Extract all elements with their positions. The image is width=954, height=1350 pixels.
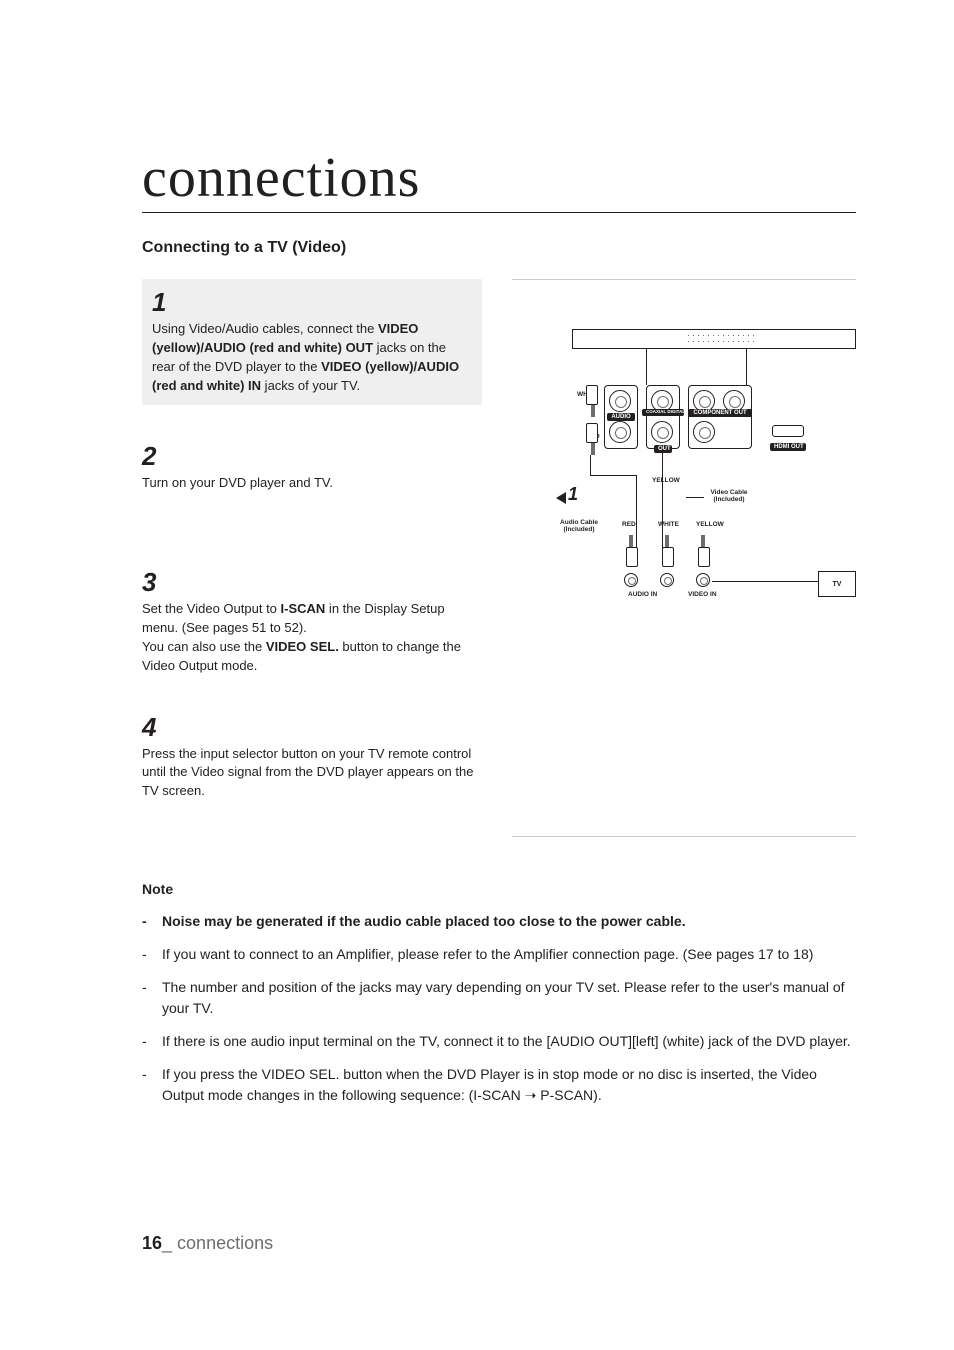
- step-num: 4: [142, 712, 482, 743]
- notes-section: Note - Noise may be generated if the aud…: [142, 881, 856, 1106]
- dash-icon: -: [142, 977, 152, 1019]
- label-coax: COAXIAL DIGITAL OUT: [642, 409, 684, 416]
- wire-audio-h: [590, 475, 636, 476]
- footer-sep: _: [162, 1233, 172, 1253]
- tv-jack-red: [624, 573, 638, 587]
- steps-column: 1 Using Video/Audio cables, connect the …: [142, 279, 482, 837]
- note-item: - The number and position of the jacks m…: [142, 977, 856, 1019]
- text: Audio Cable: [560, 519, 598, 526]
- dash-icon: -: [142, 1031, 152, 1052]
- label-video-in: VIDEO IN: [688, 591, 717, 598]
- note-item: - If there is one audio input terminal o…: [142, 1031, 856, 1052]
- diagram-column: AUDIO WHITE RED COAXIAL DIGITAL OUT OUT: [512, 279, 856, 837]
- dash-icon: -: [142, 1064, 152, 1106]
- hdmi-port: [772, 425, 804, 437]
- step-num: 1: [152, 287, 472, 318]
- note-text: The number and position of the jacks may…: [162, 977, 856, 1019]
- wire-audio: [590, 455, 591, 475]
- connection-diagram: AUDIO WHITE RED COAXIAL DIGITAL OUT OUT: [546, 329, 856, 639]
- wire: [746, 349, 747, 385]
- page-number: 16: [142, 1233, 162, 1253]
- plug-red: [588, 421, 598, 455]
- leader: [686, 497, 704, 498]
- label-yellow2: YELLOW: [696, 521, 724, 528]
- plug-tv-yellow: [698, 535, 708, 569]
- jack-red: [609, 421, 631, 443]
- component-out-group: [688, 385, 752, 449]
- step-num: 3: [142, 567, 482, 598]
- wire: [646, 349, 647, 385]
- tv-icon: TV: [818, 571, 856, 597]
- note-text: If you want to connect to an Amplifier, …: [162, 944, 856, 965]
- label-audio: AUDIO: [607, 413, 635, 421]
- label-audio-in: AUDIO IN: [628, 591, 657, 598]
- label-red2: RED: [622, 521, 636, 528]
- step-2: 2 Turn on your DVD player and TV.: [142, 441, 482, 493]
- plug-white: [588, 383, 598, 417]
- label-yellow: YELLOW: [652, 477, 680, 484]
- text: Video Cable: [710, 489, 747, 496]
- plug-tv-red: [626, 535, 636, 569]
- section-title: Connecting to a TV (Video): [142, 239, 856, 257]
- dvd-rear-panel: [572, 329, 856, 349]
- step-body: Turn on your DVD player and TV.: [142, 474, 482, 493]
- dash-icon: -: [142, 911, 152, 932]
- label-audio-cable: Audio Cable (Included): [554, 519, 604, 533]
- page-footer: 16_ connections: [142, 1233, 273, 1254]
- step-1: 1 Using Video/Audio cables, connect the …: [142, 279, 482, 405]
- footer-section: connections: [172, 1233, 273, 1253]
- leader-tv: [712, 581, 818, 582]
- step-4: 4 Press the input selector button on you…: [142, 712, 482, 802]
- note-item: - If you press the VIDEO SEL. button whe…: [142, 1064, 856, 1106]
- note-item: - If you want to connect to an Amplifier…: [142, 944, 856, 965]
- notes-heading: Note: [142, 881, 856, 897]
- text: (Included): [563, 526, 594, 533]
- jack-panel: AUDIO WHITE RED COAXIAL DIGITAL OUT OUT: [584, 385, 834, 465]
- wire-audio2: [636, 475, 637, 549]
- label-component: COMPONENT OUT: [688, 409, 752, 417]
- tv-jack-white: [660, 573, 674, 587]
- chapter-title: connections: [142, 150, 856, 213]
- dash-icon: -: [142, 944, 152, 965]
- diagram-step-marker: 1: [568, 484, 578, 505]
- text: (Included): [713, 496, 744, 503]
- note-text: Noise may be generated if the audio cabl…: [162, 911, 856, 932]
- content-columns: 1 Using Video/Audio cables, connect the …: [142, 279, 856, 837]
- video-coax-group: [646, 385, 680, 449]
- tv-jack-yellow: [696, 573, 710, 587]
- note-item: - Noise may be generated if the audio ca…: [142, 911, 856, 932]
- page: connections Connecting to a TV (Video) 1…: [0, 0, 954, 1350]
- label-hdmi: HDMI OUT: [770, 443, 806, 451]
- wire-video: [662, 449, 663, 549]
- arrow-icon: [556, 492, 566, 504]
- note-text: If you press the VIDEO SEL. button when …: [162, 1064, 856, 1106]
- jack-video: [651, 421, 673, 443]
- step-body: Using Video/Audio cables, connect the VI…: [152, 320, 472, 395]
- step-3: 3 Set the Video Output to I-SCAN in the …: [142, 567, 482, 675]
- label-video-cable: Video Cable (Included): [704, 489, 754, 503]
- step-1-highlight: 1 Using Video/Audio cables, connect the …: [142, 279, 482, 405]
- step-body: Press the input selector button on your …: [142, 745, 482, 802]
- jack-y: [693, 421, 715, 443]
- note-text: If there is one audio input terminal on …: [162, 1031, 856, 1052]
- jack-white: [609, 390, 631, 412]
- plug-tv-white: [662, 535, 672, 569]
- label-white2: WHITE: [658, 521, 679, 528]
- label-out: OUT: [654, 445, 672, 453]
- step-num: 2: [142, 441, 482, 472]
- step-body: Set the Video Output to I-SCAN in the Di…: [142, 600, 482, 675]
